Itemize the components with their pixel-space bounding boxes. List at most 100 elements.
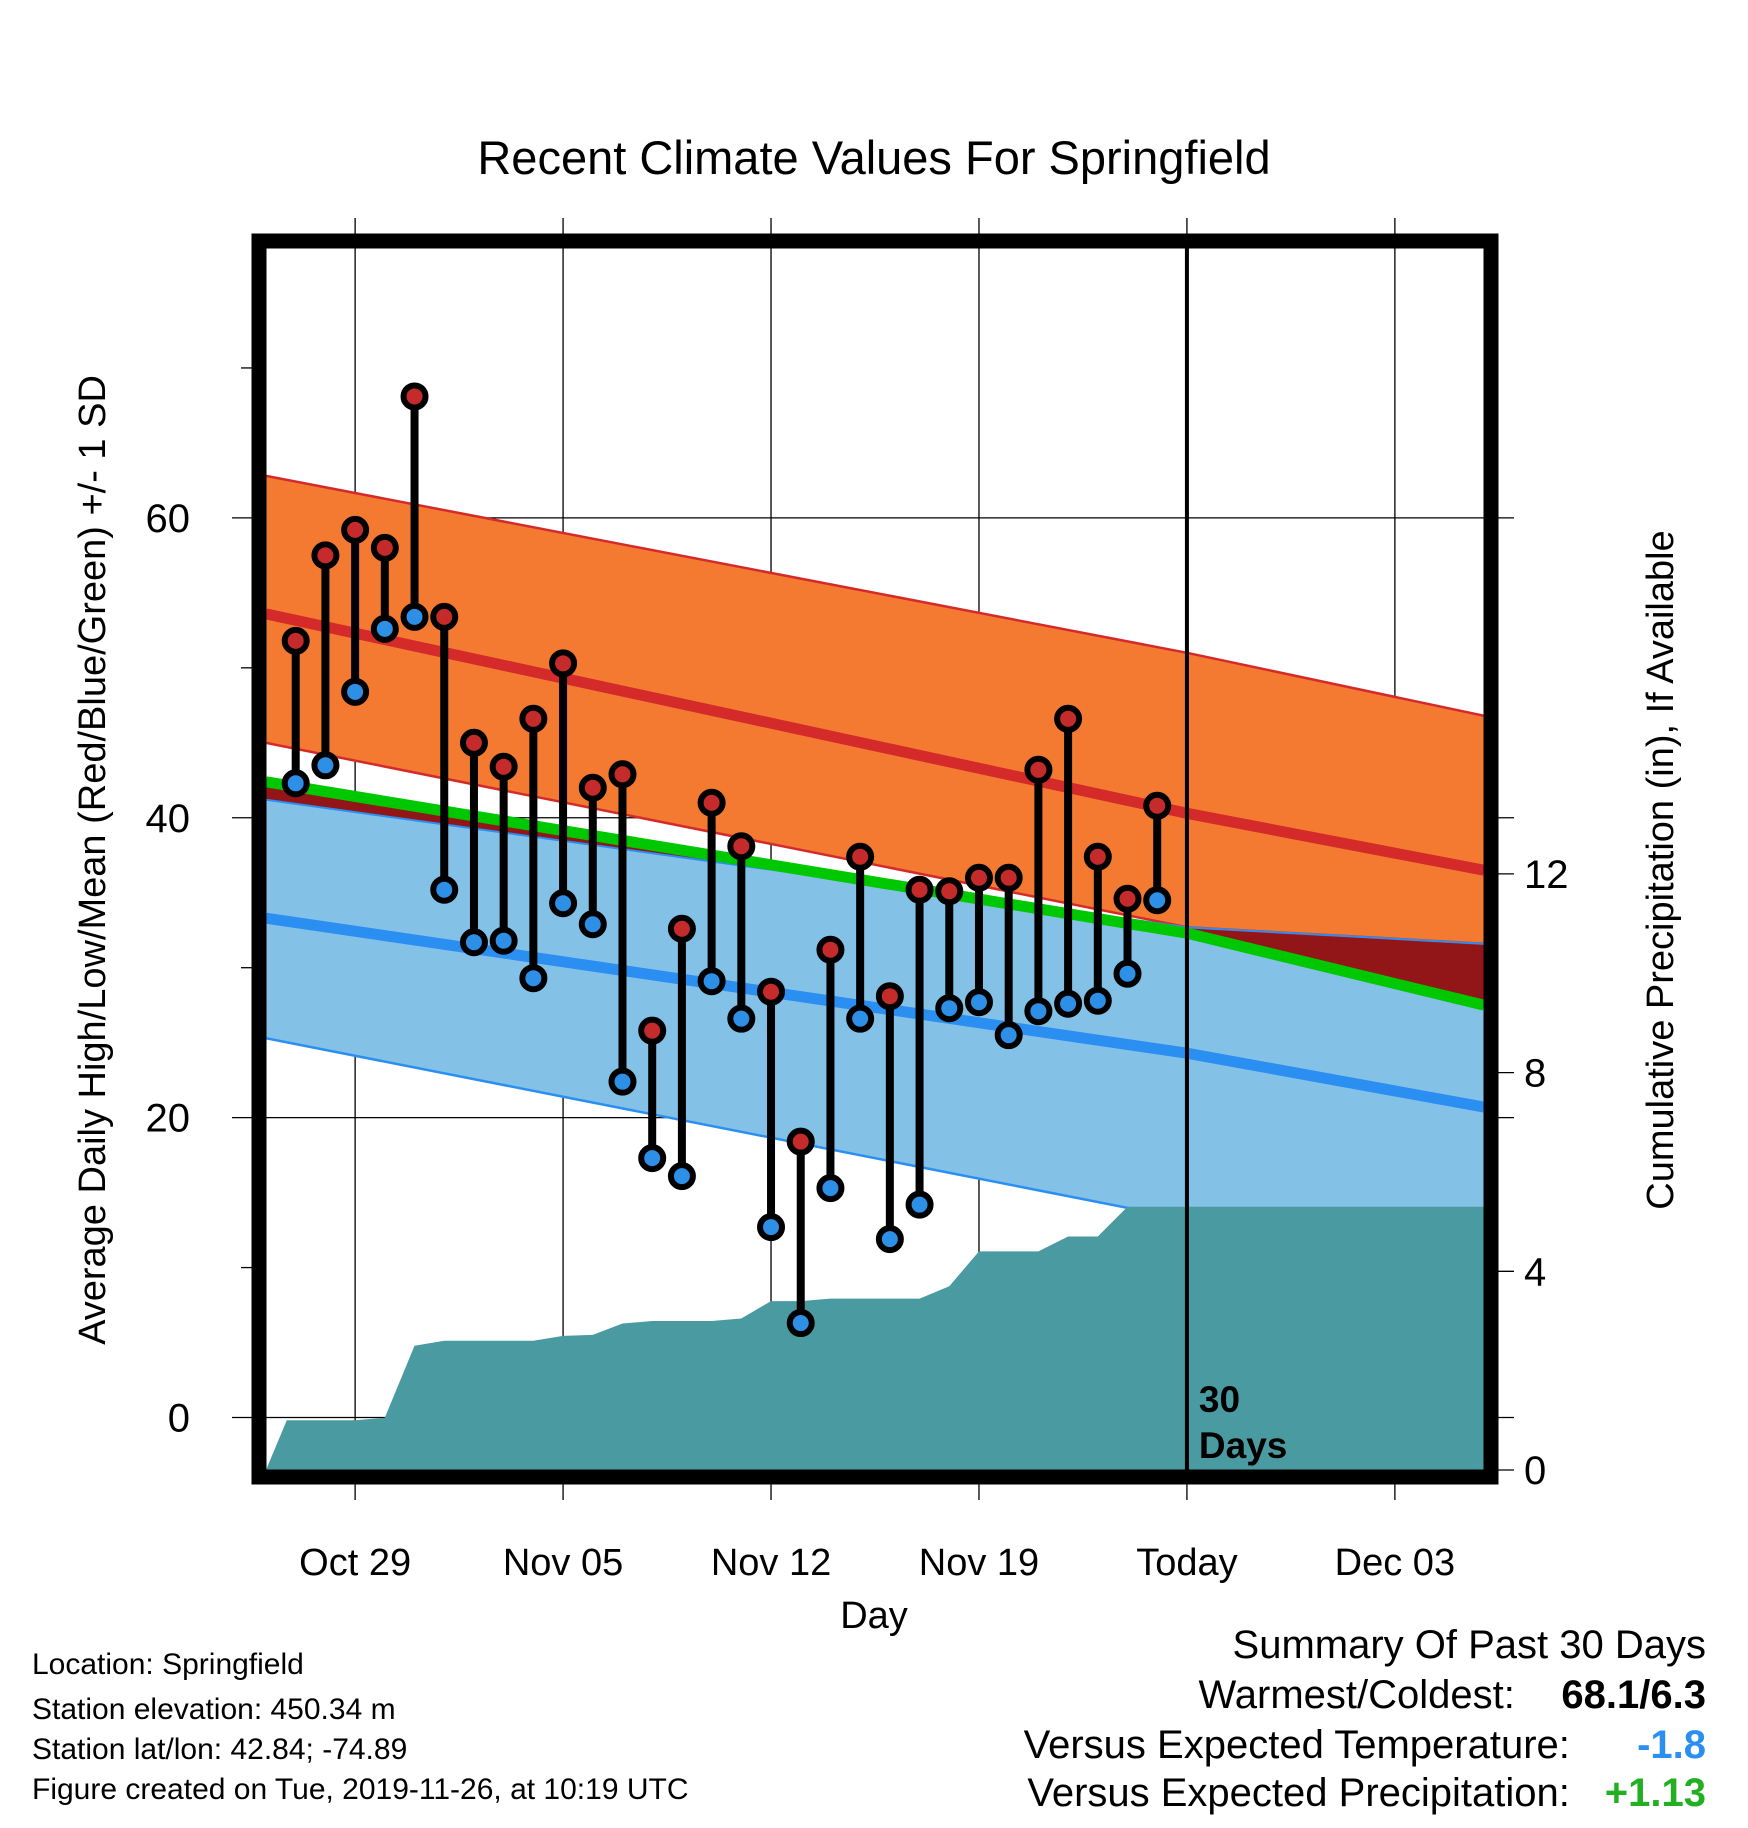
summary-warm-cold: Warmest/Coldest: 68.1/6.3 xyxy=(1199,1675,1707,1715)
observed-high-point xyxy=(875,982,904,1011)
observed-high-point xyxy=(549,649,578,678)
observed-low-point xyxy=(905,1190,934,1219)
observed-high-point xyxy=(727,832,756,861)
observed-high-point xyxy=(935,877,964,906)
observed-low-point xyxy=(1143,886,1172,915)
today-label-30: 30 xyxy=(1199,1379,1240,1420)
observed-high-point xyxy=(905,875,934,904)
observed-low-point xyxy=(786,1309,815,1338)
observed-low-point xyxy=(341,677,370,706)
x-axis-label: Day xyxy=(840,1595,908,1637)
today-marker: 30 Days xyxy=(1184,248,1287,1470)
observed-low-point xyxy=(638,1144,667,1173)
x-tick-label: Nov 19 xyxy=(919,1542,1039,1584)
observed-low-point xyxy=(519,964,548,993)
observed-high-point xyxy=(816,935,845,964)
x-tick-label: Nov 05 xyxy=(503,1542,623,1584)
observed-low-point xyxy=(430,875,459,904)
observed-low-point xyxy=(1083,986,1112,1015)
observed-low-point xyxy=(549,889,578,918)
y-tick-label: 20 xyxy=(146,1097,191,1141)
observed-high-point xyxy=(519,704,548,733)
observed-low-point xyxy=(370,614,399,643)
observed-high-point xyxy=(281,626,310,655)
observed-temperatures xyxy=(281,382,1172,1338)
summary-precipitation: Versus Expected Precipitation: +1.13 xyxy=(1027,1773,1706,1813)
observed-low-point xyxy=(489,926,518,955)
normal-bands xyxy=(266,474,1484,1262)
observed-low-point xyxy=(608,1067,637,1096)
observed-high-point xyxy=(608,760,637,789)
y-tick-label: 60 xyxy=(146,497,191,541)
y-tick-label: 40 xyxy=(146,797,191,841)
observed-low-point xyxy=(1024,997,1053,1026)
precip-vs-expected-value: +1.13 xyxy=(1604,1771,1706,1815)
footer-latlon: Station lat/lon: 42.84; -74.89 xyxy=(32,1733,408,1766)
observed-low-point xyxy=(459,928,488,957)
precip-vs-expected-label: Versus Expected Precipitation: xyxy=(1027,1771,1570,1815)
y2-tick-label: 4 xyxy=(1524,1250,1546,1294)
observed-low-point xyxy=(935,994,964,1023)
band-overlap xyxy=(266,781,1484,1006)
temp-vs-expected-label: Versus Expected Temperature: xyxy=(1023,1723,1570,1767)
y2-tick-label: 0 xyxy=(1524,1449,1546,1493)
observed-high-point xyxy=(1054,704,1083,733)
warm-cold-label: Warmest/Coldest: xyxy=(1198,1673,1515,1717)
observed-low-point xyxy=(1054,989,1083,1018)
observed-high-point xyxy=(430,602,459,631)
chart-title: Recent Climate Values For Springfield xyxy=(477,131,1270,184)
x-tick-label: Dec 03 xyxy=(1335,1542,1455,1584)
summary-temperature: Versus Expected Temperature: -1.8 xyxy=(1024,1725,1706,1765)
observed-high-point xyxy=(1113,884,1142,913)
observed-low-point xyxy=(727,1004,756,1033)
footer-location: Location: Springfield xyxy=(32,1648,304,1681)
observed-high-point xyxy=(1143,791,1172,820)
observed-high-point xyxy=(370,533,399,562)
observed-high-point xyxy=(994,863,1023,892)
observed-low-point xyxy=(964,988,993,1017)
x-tick-label: Nov 12 xyxy=(711,1542,831,1584)
observed-high-point xyxy=(846,842,875,871)
summary-heading: Summary Of Past 30 Days xyxy=(1232,1623,1706,1667)
observed-high-point xyxy=(400,382,429,411)
observed-high-point xyxy=(311,541,340,570)
observed-low-point xyxy=(281,769,310,798)
observed-high-point xyxy=(697,788,726,817)
observed-low-point xyxy=(311,751,340,780)
observed-low-point xyxy=(875,1225,904,1254)
observed-high-point xyxy=(1024,755,1053,784)
high-sd-band xyxy=(266,475,1484,944)
y2-tick-label: 8 xyxy=(1524,1052,1546,1096)
observed-high-point xyxy=(964,863,993,892)
y2-axis-label: Cumulative Precipitation (in), If Availa… xyxy=(1640,530,1682,1209)
observed-high-point xyxy=(757,977,786,1006)
observed-low-point xyxy=(816,1174,845,1203)
footer-created: Figure created on Tue, 2019-11-26, at 10… xyxy=(32,1773,689,1806)
observed-low-point xyxy=(578,910,607,939)
x-tick-label: Today xyxy=(1136,1542,1237,1584)
observed-high-point xyxy=(638,1016,667,1045)
observed-high-point xyxy=(786,1127,815,1156)
axes: Oct 29 Nov 05 Nov 12 Nov 19 Today Dec 0302040… xyxy=(146,367,1569,1584)
observed-high-point xyxy=(459,728,488,757)
y-tick-label: 0 xyxy=(168,1397,190,1441)
observed-low-point xyxy=(994,1021,1023,1050)
precipitation-area xyxy=(266,1206,1484,1470)
plot-frame xyxy=(251,233,1499,1485)
temp-vs-expected-value: -1.8 xyxy=(1637,1723,1706,1767)
observed-low-point xyxy=(667,1162,696,1191)
cumulative-precipitation xyxy=(266,1206,1484,1470)
warm-cold-value: 68.1/6.3 xyxy=(1561,1673,1706,1717)
observed-low-point xyxy=(757,1213,786,1242)
observed-high-point xyxy=(667,914,696,943)
observed-high-point xyxy=(341,515,370,544)
x-tick-label: Oct 29 xyxy=(299,1542,411,1584)
observed-high-point xyxy=(489,752,518,781)
observed-high-point xyxy=(1083,842,1112,871)
observed-high-point xyxy=(578,773,607,802)
observed-low-point xyxy=(1113,959,1142,988)
y-axis-label: Average Daily High/Low/Mean (Red/Blue/Gr… xyxy=(72,375,114,1345)
observed-low-point xyxy=(400,602,429,631)
observed-low-point xyxy=(846,1004,875,1033)
